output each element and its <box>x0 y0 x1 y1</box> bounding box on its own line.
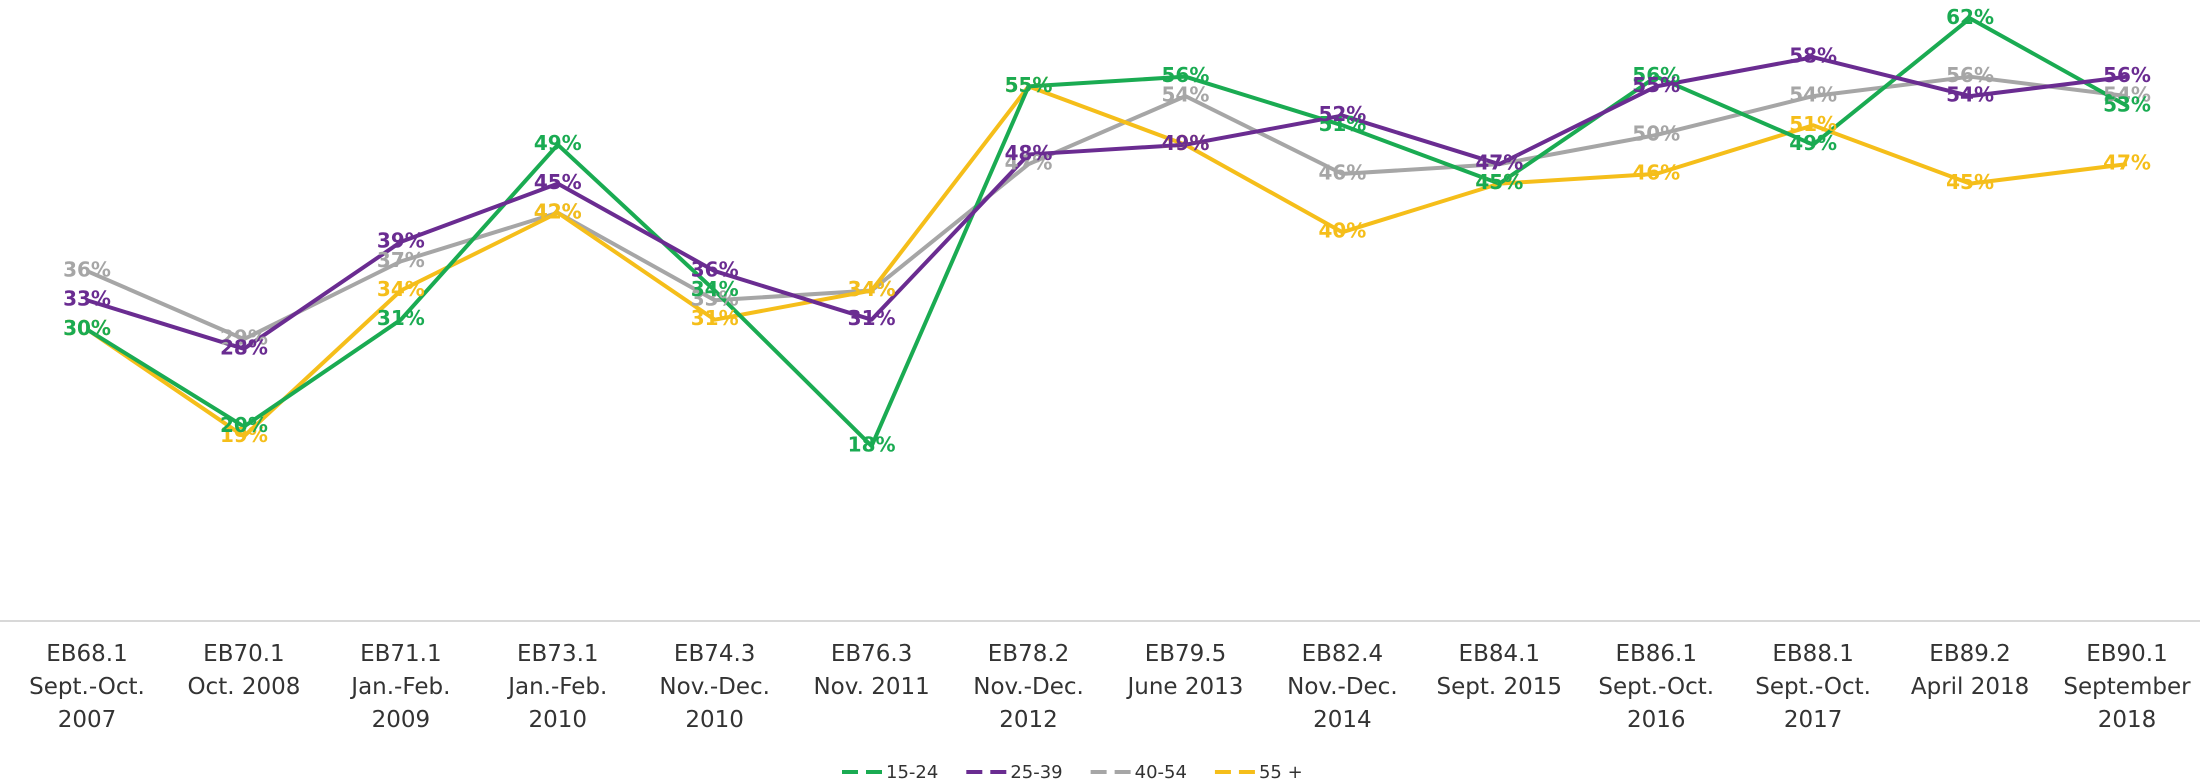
x-tick-label: EB79.5 June 2013 <box>1125 641 1243 700</box>
data-label: 34% <box>691 277 739 301</box>
legend-label: 25-39 <box>1010 762 1062 783</box>
data-label: 45% <box>534 170 582 194</box>
data-label: 36% <box>63 258 111 282</box>
data-label: 51% <box>1789 112 1837 136</box>
data-label: 46% <box>1318 160 1366 184</box>
x-tick-label: EB84.1 Sept. 2015 <box>1437 641 1563 700</box>
data-label: 31% <box>691 306 739 330</box>
data-label: 33% <box>63 287 111 311</box>
data-label: 45% <box>1475 170 1523 194</box>
data-label: 55% <box>1005 73 1053 97</box>
data-label: 18% <box>848 433 896 457</box>
x-tick-label: EB88.1 Sept.-Oct. 2017 <box>1755 641 1871 733</box>
data-label: 49% <box>1162 131 1210 155</box>
data-label: 34% <box>848 277 896 301</box>
data-label: 56% <box>1162 63 1210 87</box>
x-tick-label: EB82.4 Nov.-Dec. 2014 <box>1287 641 1398 733</box>
data-label: 37% <box>377 248 425 272</box>
data-label: 30% <box>63 316 111 340</box>
data-label: 56% <box>1946 63 1994 87</box>
x-tick-label: EB78.2 Nov.-Dec. 2012 <box>973 641 1084 733</box>
data-label: 51% <box>1318 112 1366 136</box>
data-label: 45% <box>1475 170 1523 194</box>
legend-item: 15-24 <box>842 762 938 783</box>
data-label: 47% <box>1475 151 1523 175</box>
series-line <box>85 16 2128 449</box>
data-label: 49% <box>1789 131 1837 155</box>
data-label: 50% <box>1632 122 1680 146</box>
data-label: 55% <box>1632 73 1680 97</box>
data-label: 34% <box>848 277 896 301</box>
data-label: 20% <box>220 413 268 437</box>
x-tick-label: EB90.1 September 2018 <box>2063 641 2191 733</box>
data-label: 28% <box>220 335 268 359</box>
legend-item: 25-39 <box>966 762 1063 783</box>
x-tick-label: EB89.2 April 2018 <box>1911 641 2029 700</box>
data-label: 58% <box>1789 44 1837 68</box>
data-label: 54% <box>2103 83 2151 107</box>
data-label: 33% <box>691 287 739 311</box>
data-label: 62% <box>1946 5 1994 29</box>
data-label: 54% <box>1946 83 1994 107</box>
data-label: 31% <box>848 306 896 330</box>
data-label: 49% <box>534 131 582 155</box>
data-label: 39% <box>377 228 425 252</box>
x-tick-label: EB71.1 Jan.-Feb. 2009 <box>349 641 450 733</box>
data-label: 46% <box>1632 160 1680 184</box>
data-label: 47% <box>1475 151 1523 175</box>
legend-item: 55 + <box>1214 762 1303 783</box>
data-label: 34% <box>377 277 425 301</box>
x-tick-label: EB86.1 Sept.-Oct. 2016 <box>1598 641 1714 733</box>
data-label: 40% <box>1318 219 1366 243</box>
data-label: 42% <box>534 199 582 223</box>
data-label: 45% <box>1946 170 1994 194</box>
x-tick-label: EB68.1 Sept.-Oct. 2007 <box>29 641 145 733</box>
data-label: 55% <box>1005 73 1053 97</box>
data-label: 56% <box>1632 63 1680 87</box>
data-label: 47% <box>2103 151 2151 175</box>
series-line <box>86 55 2128 351</box>
data-label: 53% <box>2103 92 2151 116</box>
data-label: 49% <box>1162 131 1210 155</box>
legend-item: 40-54 <box>1090 762 1187 783</box>
data-label: 48% <box>1005 141 1053 165</box>
data-label: 54% <box>1789 83 1837 107</box>
data-label: 19% <box>220 423 268 447</box>
data-label: 29% <box>220 326 268 350</box>
data-label: 54% <box>1162 83 1210 107</box>
data-label: 36% <box>691 258 739 282</box>
legend-label: 55 + <box>1259 762 1303 783</box>
series-line <box>86 74 2128 342</box>
x-tick-label: EB70.1 Oct. 2008 <box>187 641 300 700</box>
data-label: 30% <box>63 316 111 340</box>
data-label: 52% <box>1318 102 1366 126</box>
data-label: 47% <box>1005 151 1053 175</box>
data-label: 56% <box>2103 63 2151 87</box>
x-tick-label: EB73.1 Jan.-Feb. 2010 <box>506 641 607 733</box>
x-tick-label: EB76.3 Nov. 2011 <box>813 641 929 700</box>
legend-label: 40-54 <box>1135 762 1187 783</box>
data-label: 42% <box>534 199 582 223</box>
legend-label: 15-24 <box>886 762 938 783</box>
data-label: 31% <box>377 306 425 330</box>
x-tick-label: EB74.3 Nov.-Dec. 2010 <box>659 641 770 733</box>
